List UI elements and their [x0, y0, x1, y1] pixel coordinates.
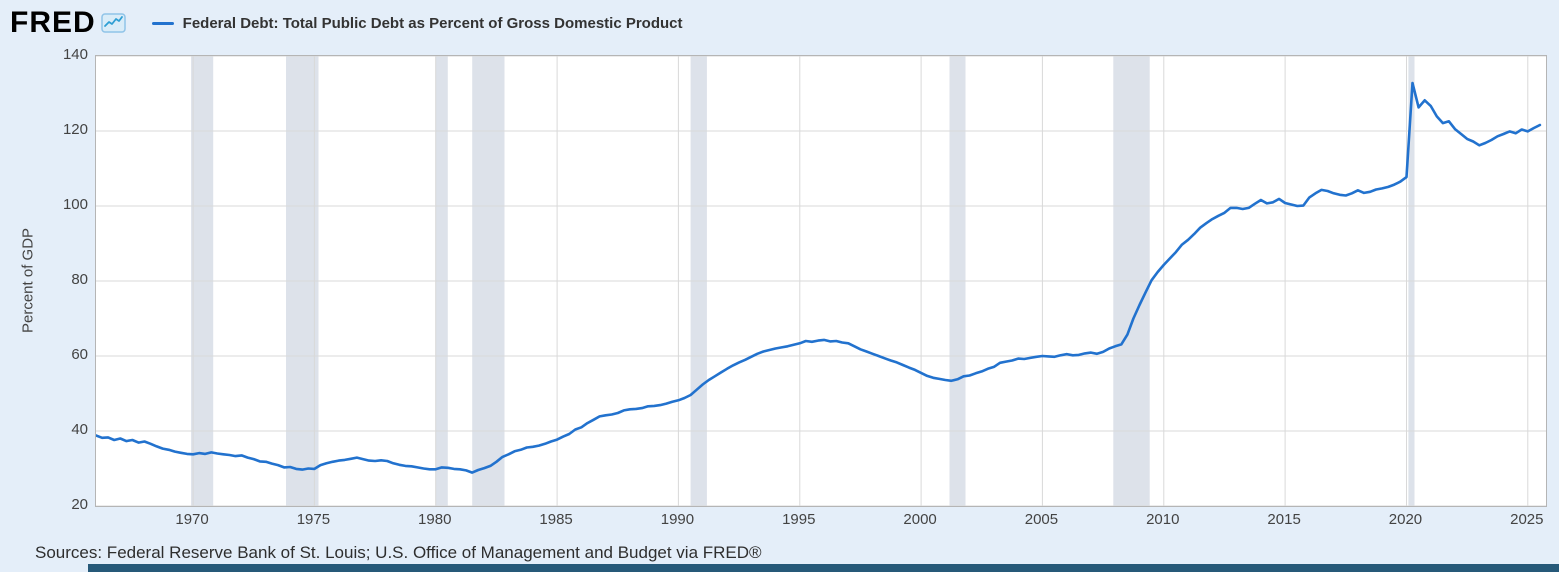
x-tick-label: 2020	[1388, 511, 1423, 528]
y-tick-label: 40	[71, 421, 88, 438]
x-tick-label: 1975	[296, 511, 331, 528]
y-tick-label: 20	[71, 496, 88, 513]
y-tick-label: 100	[62, 196, 88, 213]
x-axis-tick-labels: 1970 1975 1980 1985 1990 1995 2000 2005 2010 2015…	[95, 511, 1545, 531]
y-tick-label: 120	[62, 121, 88, 138]
bottom-bar	[88, 564, 1559, 572]
sources-note: Sources: Federal Reserve Bank of St. Lou…	[35, 543, 762, 562]
x-tick-label: 1995	[782, 511, 816, 528]
x-tick-label: 2005	[1024, 511, 1059, 528]
x-tick-label: 1990	[660, 511, 695, 528]
x-tick-label: 1980	[418, 511, 452, 528]
legend-series-title: Federal Debt: Total Public Debt as Perce…	[182, 14, 683, 32]
legend-line-swatch	[151, 21, 174, 25]
y-axis-title: Percent of GDP	[19, 227, 37, 333]
y-tick-label: 140	[62, 46, 88, 63]
plot	[95, 55, 1547, 507]
plot-area[interactable]	[96, 56, 1546, 506]
x-tick-label: 2000	[903, 511, 937, 528]
y-tick-label: 60	[71, 346, 88, 363]
chart-header: FRED Federal Debt: Total Public Debt as …	[10, 6, 683, 40]
x-tick-label: 2015	[1267, 511, 1301, 528]
x-tick-label: 2025	[1510, 511, 1544, 528]
legend: Federal Debt: Total Public Debt as Perce…	[151, 14, 683, 32]
fred-sparkline-icon	[100, 13, 126, 33]
fred-logo[interactable]: FRED	[10, 6, 96, 39]
x-tick-label: 2010	[1146, 511, 1180, 528]
y-axis-tick-labels: 20 40 60 80 100 120 140	[40, 46, 88, 513]
x-tick-label: 1985	[539, 511, 573, 528]
x-tick-label: 1970	[175, 511, 209, 528]
y-tick-label: 80	[71, 271, 88, 288]
series-line[interactable]	[96, 81, 1542, 474]
